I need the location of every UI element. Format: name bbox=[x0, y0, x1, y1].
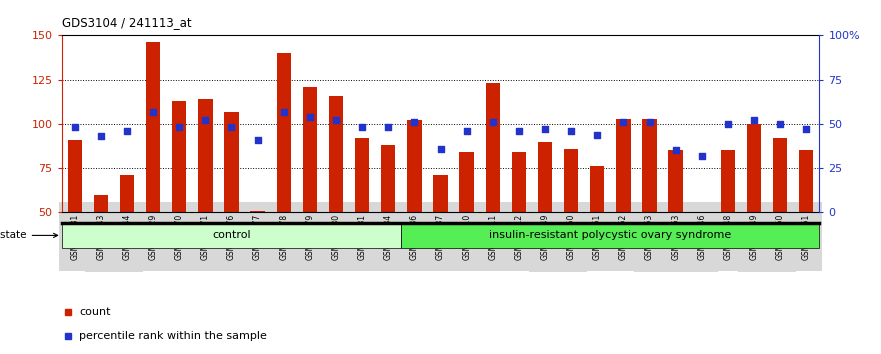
Point bbox=[277, 109, 291, 114]
Point bbox=[433, 146, 448, 152]
Point bbox=[250, 137, 264, 143]
Bar bbox=[381, 145, 396, 212]
Point bbox=[485, 119, 500, 125]
Text: control: control bbox=[212, 230, 251, 240]
Point bbox=[303, 114, 317, 120]
Text: GDS3104 / 241113_at: GDS3104 / 241113_at bbox=[62, 16, 191, 29]
Point bbox=[642, 119, 656, 125]
Point bbox=[407, 119, 421, 125]
Point bbox=[721, 121, 735, 127]
Bar bbox=[512, 152, 526, 212]
Text: percentile rank within the sample: percentile rank within the sample bbox=[79, 331, 267, 341]
Point bbox=[669, 148, 683, 153]
Bar bbox=[616, 119, 631, 212]
Bar bbox=[329, 96, 344, 212]
Bar bbox=[146, 42, 160, 212]
Point bbox=[68, 125, 82, 130]
Bar bbox=[669, 150, 683, 212]
Bar bbox=[250, 211, 265, 212]
Bar bbox=[277, 53, 291, 212]
Bar bbox=[460, 152, 474, 212]
Point bbox=[617, 119, 631, 125]
Point bbox=[460, 128, 474, 134]
Point bbox=[329, 118, 343, 123]
Bar bbox=[433, 175, 448, 212]
Point bbox=[799, 126, 813, 132]
Point bbox=[538, 126, 552, 132]
Point bbox=[198, 118, 212, 123]
Point bbox=[695, 153, 709, 159]
Bar bbox=[303, 87, 317, 212]
Point bbox=[146, 109, 160, 114]
Bar bbox=[93, 195, 108, 212]
Point bbox=[381, 125, 396, 130]
Point bbox=[225, 125, 239, 130]
Text: disease state: disease state bbox=[0, 230, 57, 240]
Bar bbox=[642, 119, 656, 212]
Text: insulin-resistant polycystic ovary syndrome: insulin-resistant polycystic ovary syndr… bbox=[489, 230, 731, 240]
Bar bbox=[773, 138, 788, 212]
Point bbox=[564, 128, 578, 134]
Point bbox=[172, 125, 186, 130]
Point bbox=[512, 128, 526, 134]
Point bbox=[120, 128, 134, 134]
Bar bbox=[537, 142, 552, 212]
Point bbox=[93, 133, 107, 139]
Bar bbox=[694, 212, 709, 290]
Bar bbox=[355, 138, 369, 212]
Bar bbox=[799, 150, 813, 212]
Bar bbox=[225, 112, 239, 212]
Point bbox=[747, 118, 761, 123]
Bar bbox=[721, 150, 735, 212]
Bar bbox=[407, 120, 421, 212]
Bar bbox=[62, 223, 402, 248]
Bar bbox=[198, 99, 212, 212]
Bar bbox=[485, 83, 500, 212]
Point bbox=[774, 121, 788, 127]
Point bbox=[355, 125, 369, 130]
Bar bbox=[402, 223, 819, 248]
Bar bbox=[564, 149, 578, 212]
Bar bbox=[68, 140, 82, 212]
Text: count: count bbox=[79, 307, 111, 317]
Point bbox=[590, 132, 604, 137]
Bar bbox=[172, 101, 187, 212]
Bar bbox=[120, 175, 134, 212]
Bar bbox=[747, 124, 761, 212]
Bar bbox=[590, 166, 604, 212]
